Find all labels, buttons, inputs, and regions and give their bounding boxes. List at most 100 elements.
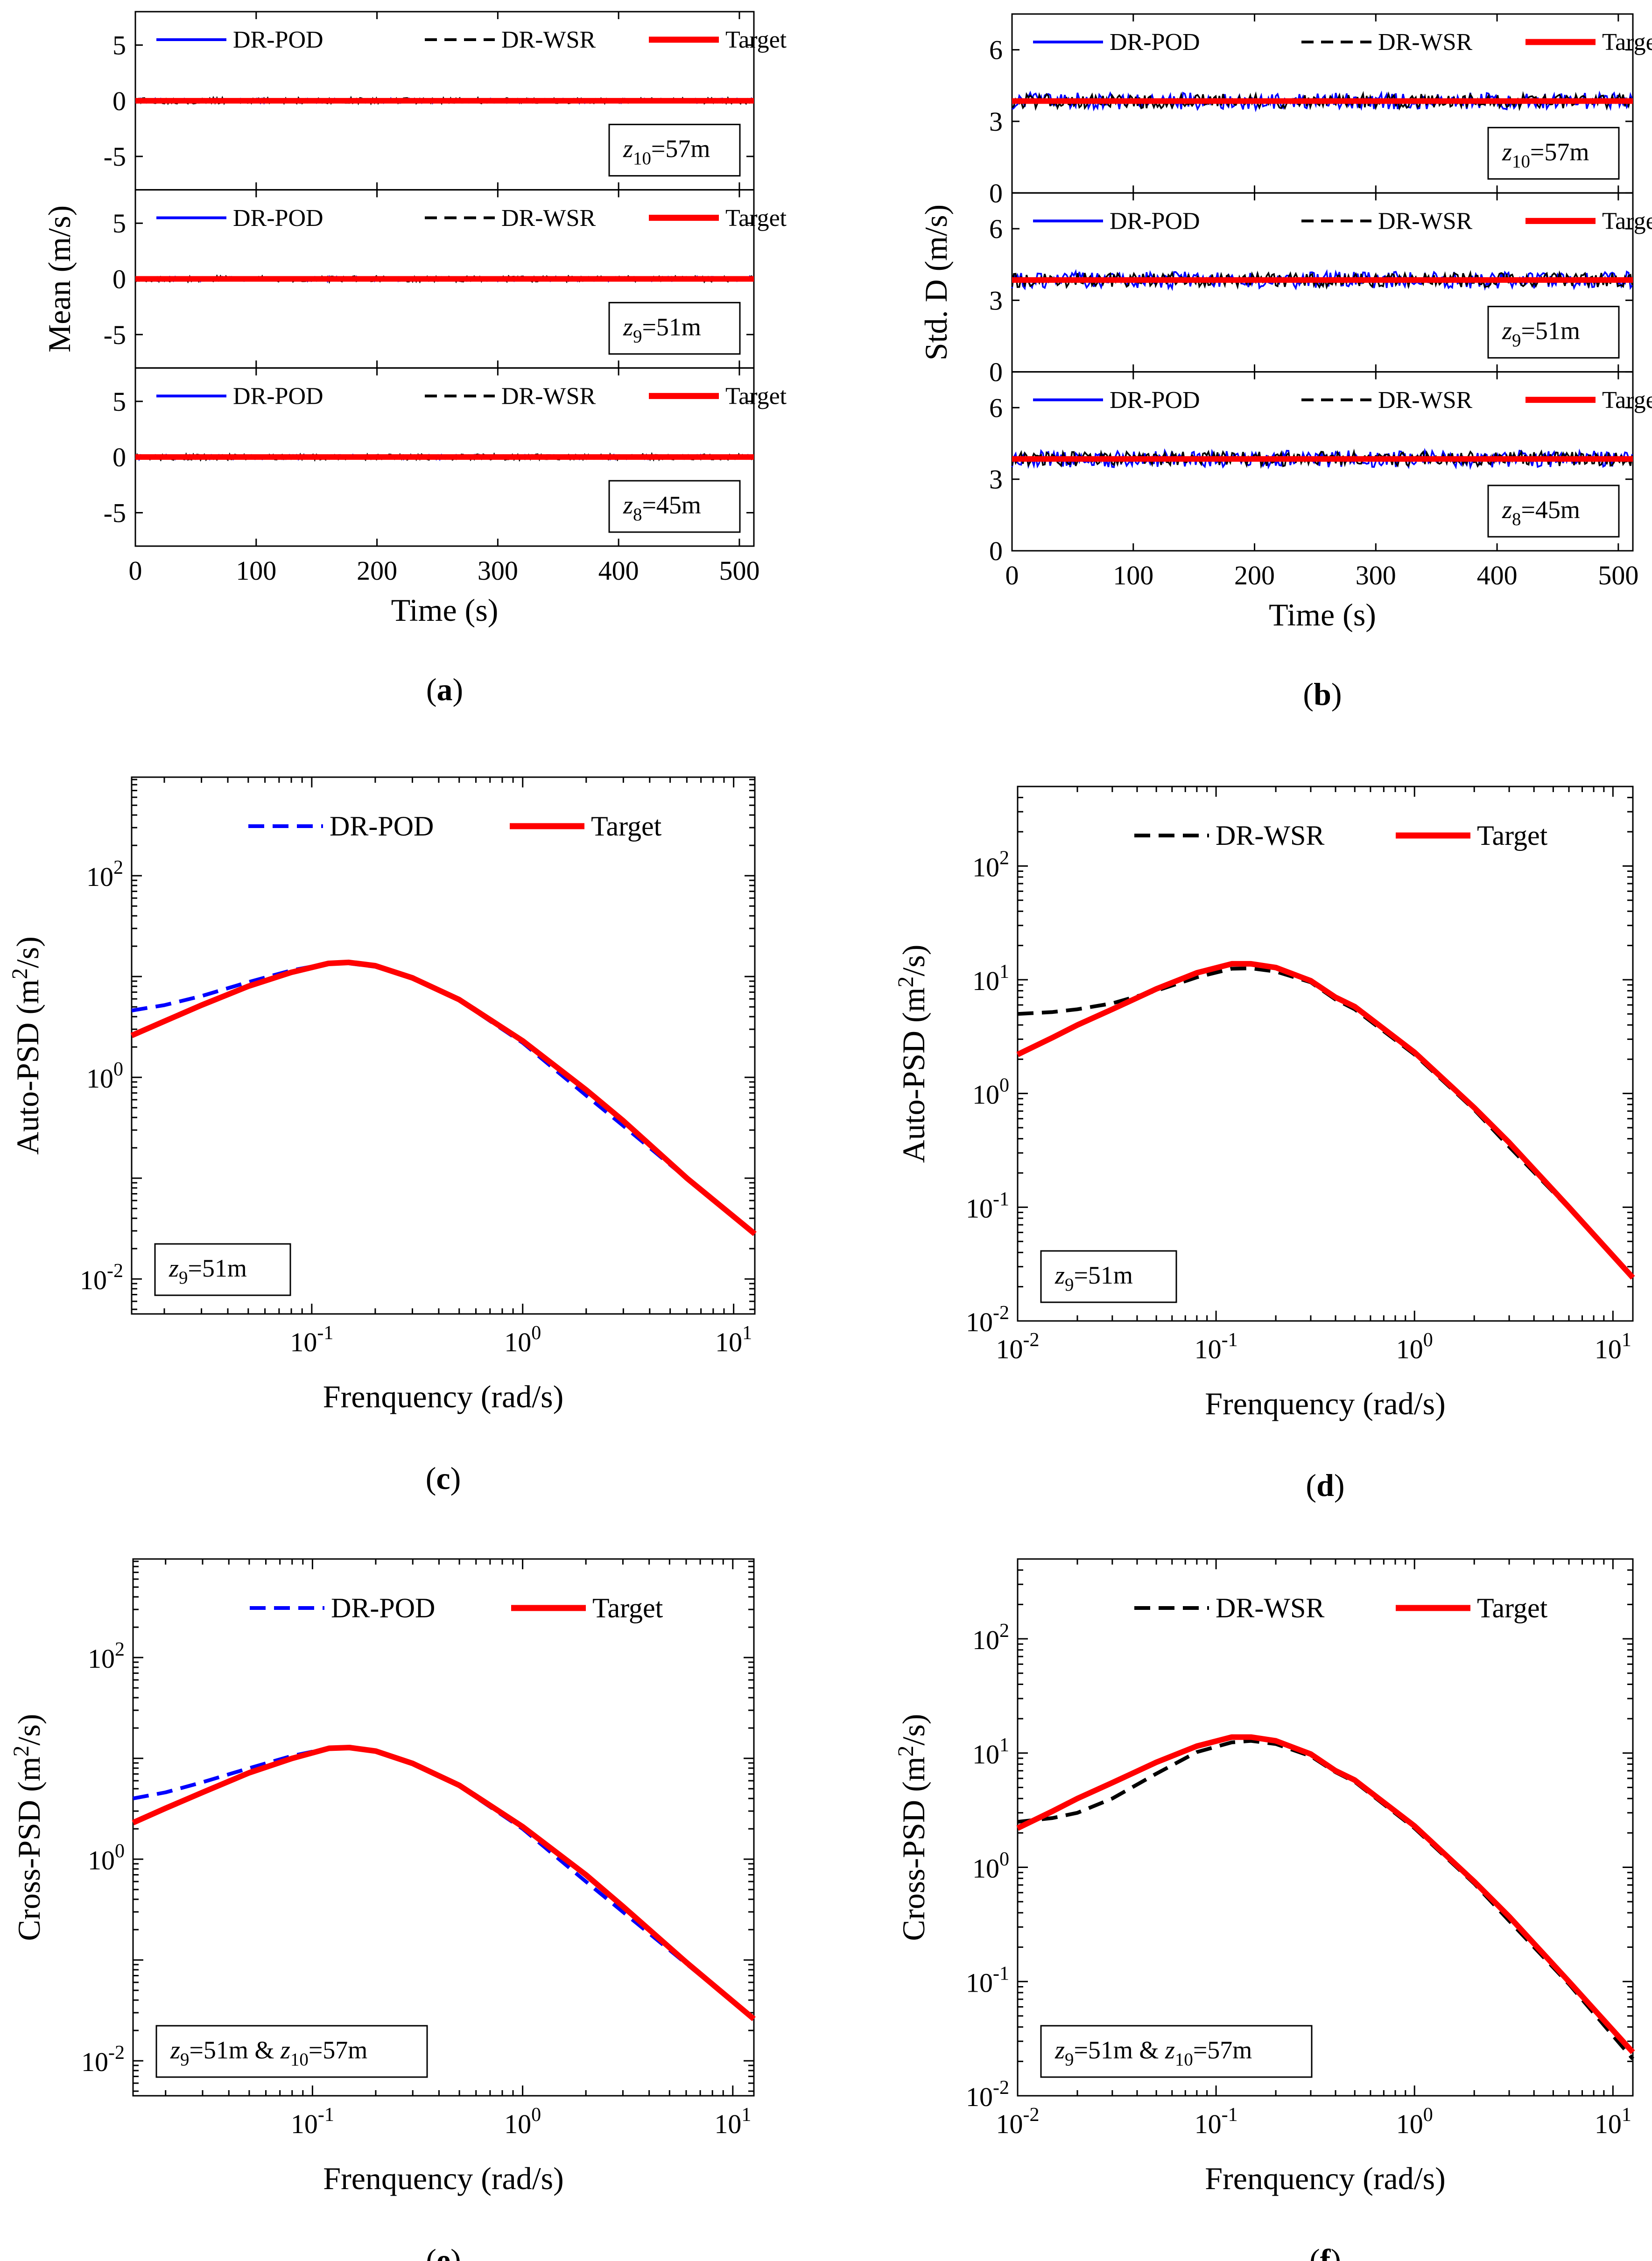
y-tick-label: 0	[989, 536, 1003, 566]
series-target-line	[1016, 1734, 1635, 2054]
y-tick-label: 100	[86, 1059, 123, 1094]
legend: DR-POD Target	[248, 811, 662, 842]
y-tick-label: -5	[104, 141, 126, 172]
caption-part: )	[1331, 676, 1342, 712]
caption-part: )	[1330, 2242, 1341, 2261]
tick-part: 10	[88, 1845, 115, 1875]
height-box-frame	[154, 1243, 291, 1296]
y-tick-label: 100	[972, 1075, 1009, 1110]
y-tick-label: 10-2	[966, 2077, 1009, 2112]
y-tick-label: 10-2	[80, 1260, 123, 1295]
y-tick-label: 0	[989, 178, 1003, 208]
height-box-frame	[1487, 484, 1620, 538]
subplot-2: -5 0 5 DR-POD DR-WSR Target z9=51m	[104, 189, 787, 369]
tick-part: -2	[1023, 2104, 1040, 2126]
tick-part: 10	[966, 2082, 993, 2112]
label-part: Cross-PSD (m	[896, 1756, 931, 1941]
height-label: z10=57m	[623, 135, 710, 169]
legend-label: DR-WSR	[1216, 1593, 1324, 1623]
caption-part: b	[1314, 676, 1331, 712]
label-part: =57m	[1530, 138, 1589, 166]
height-box-frame	[608, 124, 741, 177]
height-box-frame	[155, 2025, 428, 2078]
tick-part: 10	[504, 2109, 531, 2139]
height-box-frame	[1040, 1250, 1177, 1303]
tick-part: 1	[1622, 1329, 1631, 1351]
x-tick-label: 200	[357, 555, 397, 586]
series-dr-pod-line	[131, 962, 756, 1236]
series-target-line	[132, 1745, 756, 2022]
tick-part: 10	[966, 1193, 993, 1223]
label-part: =57m	[651, 135, 710, 163]
label-part: Auto-PSD (m	[10, 979, 45, 1155]
legend: DR-POD Target	[250, 1593, 663, 1623]
label-part: /s)	[896, 1714, 931, 1746]
height-label-box: z8=45m	[1487, 484, 1620, 538]
legend-label: Target	[1602, 29, 1652, 56]
legend-label: Target	[1477, 1593, 1548, 1623]
x-tick-label: 101	[715, 1322, 752, 1357]
label-part: 9	[1512, 330, 1521, 351]
label-part: =57m	[309, 2036, 367, 2064]
legend-label: Target	[591, 811, 662, 842]
tick-part: 10	[972, 1854, 999, 1884]
panel-caption: (b)	[1303, 676, 1342, 712]
subplot-1: -5 0 5 DR-POD DR-WSR Target z10=57m	[104, 11, 787, 191]
caption-part: a	[437, 672, 453, 707]
tick-part: -1	[318, 2104, 334, 2126]
tick-part: 10	[1396, 1334, 1423, 1364]
subplot-2: 0 3 6 DR-POD DR-WSR Target z9=51m	[989, 192, 1652, 387]
y-tick-label: 101	[972, 961, 1009, 996]
label-part: =51m &	[189, 2036, 280, 2064]
label-part: z	[623, 135, 633, 163]
label-part: z	[1502, 496, 1512, 524]
axes-frame	[1017, 1558, 1634, 2097]
x-tick-label: 300	[478, 555, 518, 586]
tick-part: 0	[999, 1849, 1009, 1870]
legend-label: DR-POD	[331, 1593, 435, 1623]
x-tick-label: 100	[504, 1322, 541, 1357]
height-label-box: z9=51m & z10=57m	[155, 2025, 428, 2078]
y-axis-label: Auto-PSD (m2/s)	[8, 936, 45, 1155]
label-part: z	[1054, 1261, 1065, 1289]
height-label: z9=51m	[1054, 1261, 1133, 1295]
caption-part: f	[1320, 2242, 1331, 2261]
label-part: 2	[894, 976, 918, 988]
height-label-box: z10=57m	[1487, 126, 1620, 180]
label-part: 2	[8, 968, 32, 979]
panel-caption: (f)	[1309, 2242, 1341, 2261]
tick-part: -1	[993, 1963, 1009, 1984]
label-part: z	[280, 2036, 290, 2064]
y-axis-label: Auto-PSD (m2/s)	[894, 945, 931, 1163]
y-tick-label: 102	[88, 1639, 125, 1674]
x-tick-label: 10-1	[291, 2104, 334, 2139]
x-axis-label: Time (s)	[391, 592, 499, 628]
label-part: 10	[633, 148, 651, 169]
legend: DR-POD DR-WSR Target	[1033, 29, 1652, 56]
y-tick-label: 0	[112, 264, 126, 295]
caption-part: (	[1306, 1468, 1316, 1503]
y-axis-label: Cross-PSD (m2/s)	[9, 1714, 47, 1941]
tick-part: 10	[972, 1625, 999, 1655]
tick-part: 0	[1423, 1329, 1433, 1351]
tick-part: 10	[1595, 2109, 1622, 2139]
label-part: 2	[894, 1746, 918, 1757]
axes-frame	[131, 776, 756, 1315]
tick-part: 0	[115, 1840, 125, 1862]
caption-part: d	[1316, 1468, 1334, 1503]
caption-part: (	[1309, 2242, 1320, 2261]
y-tick-label: 100	[88, 1840, 125, 1875]
x-axis-label: Frenquency (rad/s)	[1205, 2161, 1445, 2196]
label-part: 8	[633, 505, 642, 525]
label-part: /s)	[11, 1714, 47, 1746]
x-axis-label: Frenquency (rad/s)	[323, 2161, 563, 2196]
series-dr-wsr-line	[1017, 1739, 1635, 2060]
legend-label: DR-POD	[233, 205, 323, 232]
height-label-box: z10=57m	[608, 124, 741, 177]
tick-part: -2	[108, 2042, 125, 2064]
x-tick-label: 300	[1356, 560, 1396, 590]
y-tick-label: 10-1	[966, 1963, 1009, 1998]
x-axis-label: Frenquency (rad/s)	[323, 1379, 563, 1414]
y-tick-label: 100	[972, 1849, 1009, 1884]
tick-part: 10	[88, 1643, 115, 1674]
